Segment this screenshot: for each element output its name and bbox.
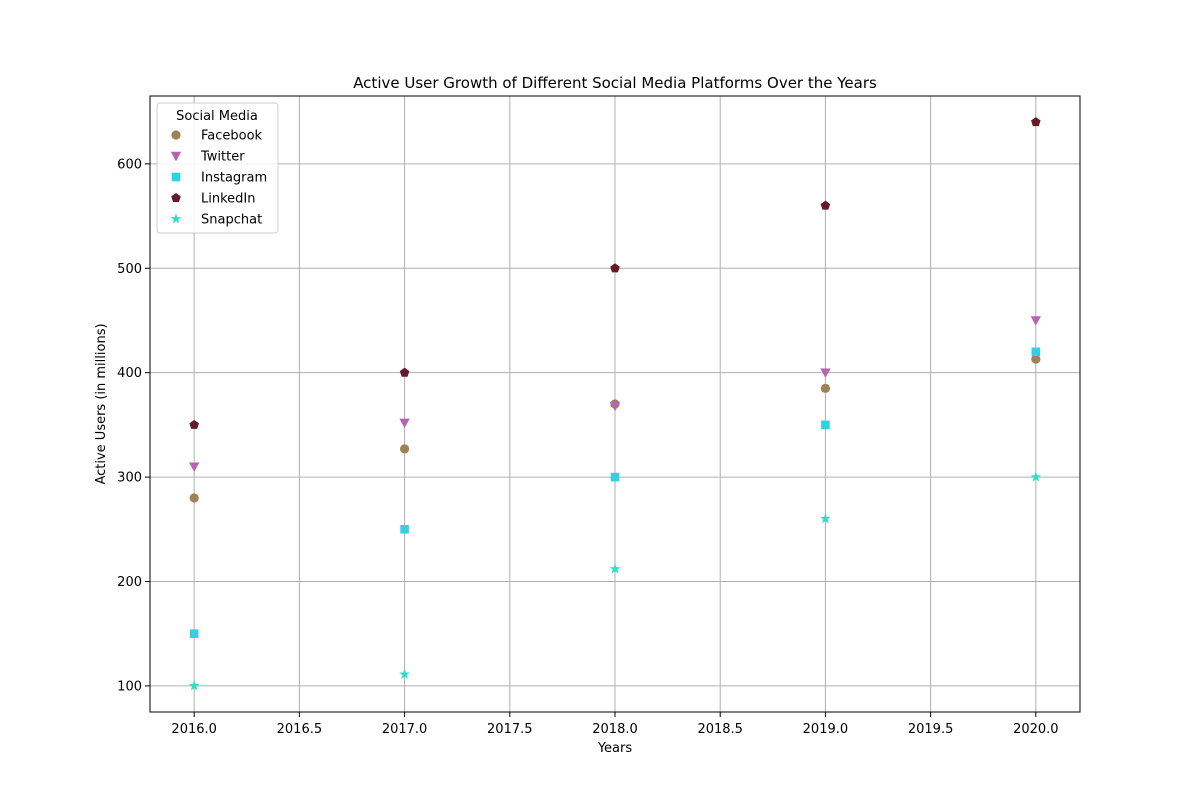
data-point-facebook bbox=[189, 493, 199, 503]
data-point-twitter bbox=[1030, 316, 1042, 326]
legend-label-twitter: Twitter bbox=[200, 150, 245, 165]
legend-marker-linkedin bbox=[171, 193, 181, 203]
x-tick-label: 2017.5 bbox=[487, 722, 533, 737]
x-axis-ticks: 2016.0 2016.5 2017.0 2017.5 2018.0 2018.5 2019… bbox=[171, 712, 1059, 737]
data-point-instagram bbox=[610, 472, 620, 482]
legend-label-linkedin: LinkedIn bbox=[201, 192, 255, 207]
data-point-twitter bbox=[399, 418, 410, 428]
data-point-linkedin bbox=[610, 263, 620, 273]
data-point-facebook bbox=[399, 444, 410, 454]
y-tick-label: 400 bbox=[117, 366, 142, 381]
legend: Social Media Facebook Twitter Instagram Lin… bbox=[156, 102, 279, 234]
data-point-snapchat bbox=[820, 513, 831, 524]
data-point-twitter bbox=[820, 368, 831, 378]
data-point-linkedin bbox=[820, 200, 831, 210]
data-point-snapchat bbox=[399, 668, 410, 679]
x-tick-label: 2016.5 bbox=[277, 722, 323, 737]
y-tick-label: 600 bbox=[117, 157, 142, 172]
legend-items: Facebook Twitter Instagram LinkedIn Snapchat bbox=[170, 129, 267, 228]
data-point-linkedin bbox=[1031, 117, 1041, 127]
y-axis-label: Active Users (in millions) bbox=[94, 323, 109, 484]
y-axis-ticks: 100 200 300 400 500 600 bbox=[117, 157, 150, 694]
data-point-linkedin bbox=[189, 419, 199, 429]
data-point-instagram bbox=[400, 524, 409, 534]
data-points bbox=[188, 117, 1042, 691]
x-tick-label: 2020.0 bbox=[1013, 722, 1059, 737]
legend-label-snapchat: Snapchat bbox=[201, 213, 262, 228]
x-tick-label: 2019.0 bbox=[803, 722, 849, 737]
data-point-snapchat bbox=[1030, 471, 1042, 482]
data-point-instagram bbox=[821, 420, 830, 430]
data-point-snapchat bbox=[609, 563, 621, 574]
data-point-snapchat bbox=[188, 680, 200, 691]
y-tick-label: 300 bbox=[117, 471, 142, 486]
y-tick-label: 500 bbox=[117, 262, 142, 277]
data-point-linkedin bbox=[399, 367, 410, 377]
data-point-facebook bbox=[820, 383, 831, 393]
legend-marker-instagram bbox=[171, 172, 181, 182]
legend-marker-facebook bbox=[171, 130, 181, 140]
legend-box bbox=[156, 102, 279, 234]
x-axis-label: Years bbox=[597, 741, 633, 756]
data-point-facebook bbox=[1031, 354, 1041, 364]
legend-label-instagram: Instagram bbox=[201, 171, 267, 186]
y-tick-label: 100 bbox=[117, 679, 142, 694]
data-point-twitter bbox=[188, 462, 200, 472]
legend-title: Social Media bbox=[176, 109, 258, 124]
chart-title: Active User Growth of Different Social M… bbox=[353, 74, 877, 92]
legend-label-facebook: Facebook bbox=[201, 129, 263, 144]
x-tick-label: 2016.0 bbox=[171, 722, 217, 737]
legend-marker-twitter bbox=[170, 151, 182, 162]
x-tick-label: 2017.0 bbox=[382, 722, 428, 737]
y-tick-label: 200 bbox=[117, 575, 142, 590]
legend-marker-snapchat bbox=[170, 213, 182, 224]
data-point-twitter bbox=[609, 401, 621, 412]
x-tick-label: 2018.0 bbox=[592, 722, 638, 737]
data-point-instagram bbox=[189, 629, 199, 638]
x-tick-label: 2018.5 bbox=[697, 722, 743, 737]
data-point-instagram bbox=[1031, 347, 1041, 357]
x-tick-label: 2019.5 bbox=[908, 722, 954, 737]
